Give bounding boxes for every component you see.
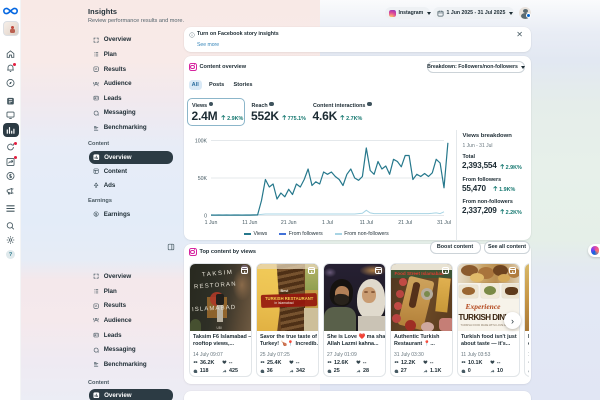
svg-text:1 Jun: 1 Jun xyxy=(205,220,218,224)
svg-text:100K: 100K xyxy=(195,139,208,145)
svg-text:31 Jul: 31 Jul xyxy=(437,220,451,224)
svg-text:1 Jul: 1 Jul xyxy=(322,220,333,224)
svg-text:21 Jul: 21 Jul xyxy=(398,220,412,224)
svg-text:50K: 50K xyxy=(198,176,208,182)
svg-text:21 Jun: 21 Jun xyxy=(281,220,297,224)
svg-text:0: 0 xyxy=(204,214,207,220)
svg-text:11 Jun: 11 Jun xyxy=(242,220,257,224)
svg-text:11 Jul: 11 Jul xyxy=(360,220,373,224)
